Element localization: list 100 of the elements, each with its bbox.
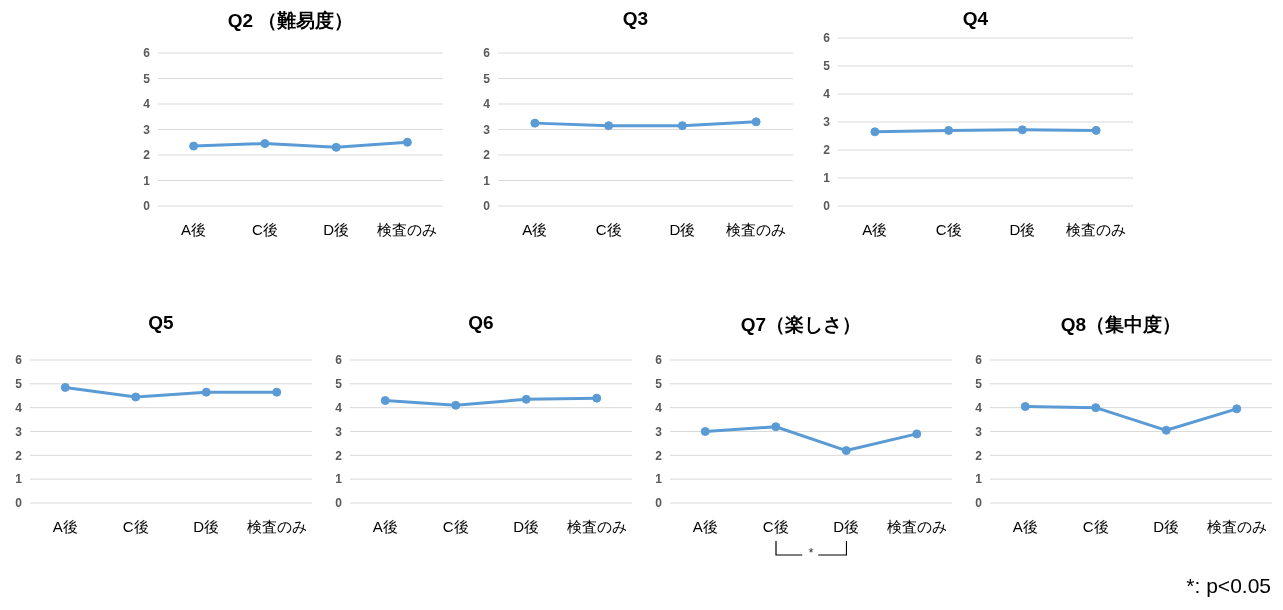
text: *: p<0.05 xyxy=(1186,574,1271,598)
x-tick-label: D後 xyxy=(513,517,540,535)
y-tick-label: 1 xyxy=(483,173,491,188)
chart-title: Q7（楽しさ） xyxy=(740,314,862,335)
x-tick-label: C後 xyxy=(762,517,789,535)
y-tick-label: 4 xyxy=(823,87,831,102)
y-tick-label: 3 xyxy=(483,122,491,137)
y-tick-label: 6 xyxy=(975,353,983,368)
y-tick-label: 2 xyxy=(823,143,831,158)
y-tick-label: 3 xyxy=(823,115,831,130)
chart-title: Q2 （難易度） xyxy=(227,10,354,31)
x-tick-label: A後 xyxy=(862,220,888,238)
x-tick-label: C後 xyxy=(595,220,622,238)
chart-title: Q5 xyxy=(148,312,174,333)
y-tick-label: 3 xyxy=(335,424,343,439)
point xyxy=(771,422,781,432)
y-tick-label: 0 xyxy=(823,199,831,214)
point xyxy=(60,382,70,392)
x-tick-label: A後 xyxy=(181,220,207,238)
text: * xyxy=(807,545,815,560)
y-tick-label: 6 xyxy=(655,353,663,368)
x-tick-label: A後 xyxy=(522,220,548,238)
y-tick-label: 0 xyxy=(655,496,663,511)
point xyxy=(380,396,390,406)
x-tick-label: 検査のみ xyxy=(377,220,438,238)
x-tick-label: C後 xyxy=(251,220,278,238)
y-tick-label: 2 xyxy=(15,448,23,463)
y-tick-label: 2 xyxy=(143,148,151,163)
chart-title: Q6 xyxy=(468,312,494,333)
y-tick-label: 0 xyxy=(15,496,23,511)
x-tick-label: A後 xyxy=(1012,517,1038,535)
y-tick-label: 3 xyxy=(975,424,983,439)
y-tick-label: 6 xyxy=(823,31,831,46)
x-tick-label: D後 xyxy=(323,220,350,238)
y-tick-label: 1 xyxy=(975,472,983,487)
y-tick-label: 5 xyxy=(15,377,23,392)
point xyxy=(131,392,141,402)
x-tick-label: C後 xyxy=(442,517,469,535)
y-tick-label: 3 xyxy=(15,424,23,439)
y-tick-label: 0 xyxy=(143,199,151,214)
chart-title: Q3 xyxy=(622,8,649,29)
x-tick-label: 検査のみ xyxy=(246,517,307,535)
x-tick-label: D後 xyxy=(1009,220,1036,238)
y-tick-label: 4 xyxy=(15,400,23,415)
x-tick-label: 検査のみ xyxy=(1066,220,1127,238)
x-tick-label: 検査のみ xyxy=(886,517,947,535)
y-tick-label: 5 xyxy=(143,71,151,86)
point xyxy=(521,394,531,404)
y-tick-label: 5 xyxy=(823,59,831,74)
y-tick-label: 1 xyxy=(335,472,343,487)
x-tick-label: A後 xyxy=(372,517,398,535)
point xyxy=(841,446,851,456)
point xyxy=(1091,403,1101,413)
y-tick-label: 5 xyxy=(975,377,983,392)
y-tick-label: 4 xyxy=(655,400,663,415)
x-tick-label: D後 xyxy=(193,517,220,535)
y-tick-label: 5 xyxy=(483,71,491,86)
point xyxy=(272,387,282,397)
y-tick-label: 5 xyxy=(655,377,663,392)
y-tick-label: 4 xyxy=(335,400,343,415)
point xyxy=(451,400,461,410)
y-tick-label: 2 xyxy=(335,448,343,463)
y-tick-label: 1 xyxy=(143,173,151,188)
y-tick-label: 6 xyxy=(335,353,343,368)
y-tick-label: 1 xyxy=(823,171,831,186)
y-tick-label: 2 xyxy=(655,448,663,463)
x-tick-label: D後 xyxy=(1153,517,1180,535)
x-tick-label: C後 xyxy=(935,220,962,238)
x-tick-label: D後 xyxy=(669,220,696,238)
y-tick-label: 1 xyxy=(655,472,663,487)
x-tick-label: 検査のみ xyxy=(1206,517,1267,535)
x-tick-label: A後 xyxy=(52,517,78,535)
point xyxy=(912,429,922,439)
chart-title: Q4 xyxy=(962,8,989,29)
y-tick-label: 0 xyxy=(335,496,343,511)
x-tick-label: C後 xyxy=(122,517,149,535)
y-tick-label: 4 xyxy=(483,97,491,112)
x-tick-label: 検査のみ xyxy=(726,220,787,238)
x-tick-label: C後 xyxy=(1082,517,1109,535)
chart-title: Q8（集中度） xyxy=(1060,314,1182,335)
point xyxy=(700,427,710,436)
y-tick-label: 6 xyxy=(143,46,151,61)
y-tick-label: 6 xyxy=(15,353,23,368)
x-tick-label: D後 xyxy=(833,517,860,535)
point xyxy=(1020,401,1030,411)
point xyxy=(592,393,602,403)
y-tick-label: 2 xyxy=(975,448,983,463)
point xyxy=(1161,425,1171,435)
y-tick-label: 0 xyxy=(483,199,491,214)
point xyxy=(201,387,211,397)
y-tick-label: 6 xyxy=(483,46,491,61)
y-tick-label: 0 xyxy=(975,496,983,511)
point xyxy=(1232,404,1242,414)
y-tick-label: 2 xyxy=(483,148,491,163)
x-tick-label: 検査のみ xyxy=(566,517,627,535)
y-tick-label: 4 xyxy=(143,97,151,112)
y-tick-label: 3 xyxy=(655,424,663,439)
y-tick-label: 5 xyxy=(335,377,343,392)
y-tick-label: 3 xyxy=(143,122,151,137)
y-tick-label: 1 xyxy=(15,472,23,487)
